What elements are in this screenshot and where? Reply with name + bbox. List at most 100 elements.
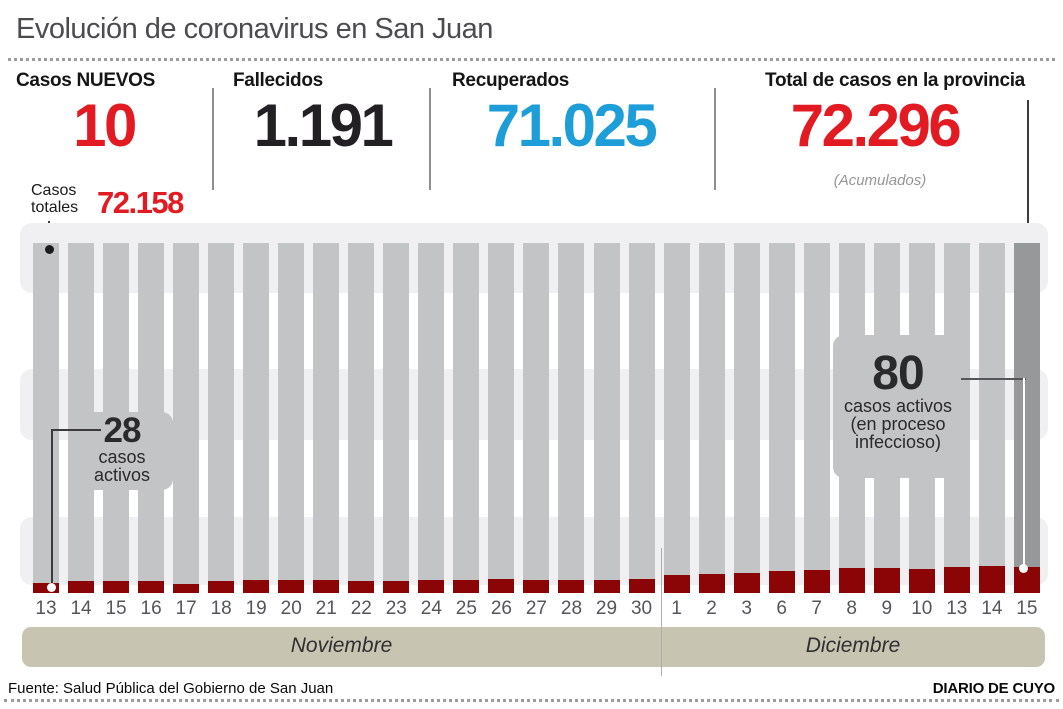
day-label: 13	[35, 598, 57, 619]
active-cases-bar	[313, 580, 340, 593]
publisher-credit: DIARIO DE CUYO	[932, 680, 1055, 697]
active-cases-bar	[838, 568, 865, 593]
total-bar	[33, 243, 59, 593]
page-title: Evolución de coronavirus en San Juan	[16, 13, 493, 45]
day-label: 18	[210, 598, 232, 619]
active-cases-bar	[558, 580, 585, 593]
day-label: 15	[105, 598, 127, 619]
day-label: 15	[1016, 598, 1038, 619]
total-bar	[698, 243, 725, 593]
annotation-80-dot	[1019, 564, 1028, 573]
active-cases-bar	[733, 573, 760, 593]
stat-value-fallecidos: 1.191	[253, 92, 394, 159]
day-label: 27	[525, 598, 547, 619]
casos-totales-value: 72.158	[97, 185, 184, 220]
stat-label-fallecidos: Fallecidos	[233, 70, 323, 91]
day-label: 20	[280, 598, 302, 619]
annotation-80-line3: infeccioso)	[854, 432, 942, 452]
total-bar	[348, 243, 375, 593]
annotation-80-value: 80	[872, 347, 924, 400]
footer-dotted-divider	[4, 699, 1059, 702]
active-cases-bar	[453, 580, 480, 593]
total-bar	[173, 243, 200, 593]
day-label: 29	[595, 598, 618, 619]
month-band	[22, 627, 1045, 667]
day-label: 28	[560, 598, 583, 619]
active-cases-bar	[523, 580, 550, 593]
casos-totales-line2: totales	[31, 198, 79, 216]
day-label: 17	[175, 598, 197, 619]
total-bar	[278, 243, 305, 593]
active-cases-bar	[488, 579, 515, 593]
total-bar	[418, 243, 445, 593]
active-cases-bar	[278, 580, 305, 593]
active-cases-bar	[348, 581, 375, 593]
day-label: 21	[315, 598, 337, 619]
active-cases-bar	[68, 581, 95, 593]
annotation-28-line1: casos	[98, 447, 146, 467]
active-cases-bar	[628, 579, 655, 593]
stat-label-total: Total de casos en la provincia	[765, 70, 1025, 91]
active-cases-bar	[418, 580, 445, 593]
stat-label-nuevos: Casos NUEVOS	[16, 70, 155, 91]
active-cases-bar	[243, 580, 270, 593]
header-dotted-divider	[8, 58, 1055, 61]
source-credit: Fuente: Salud Pública del Gobierno de Sa…	[8, 680, 334, 697]
active-cases-bar	[663, 575, 690, 593]
day-label: 7	[811, 598, 822, 619]
total-bar	[488, 243, 515, 593]
annotation-28-line2: activos	[93, 465, 151, 485]
day-label: 9	[881, 598, 893, 619]
active-cases-bar	[978, 566, 1005, 593]
day-label: 23	[385, 598, 407, 619]
total-bar	[733, 243, 760, 593]
day-label: 8	[846, 598, 857, 619]
day-label: 24	[420, 598, 442, 619]
stat-note-acumulados: (Acumulados)	[833, 172, 927, 189]
active-cases-bar	[173, 584, 200, 593]
active-cases-bar	[943, 567, 970, 593]
total-bar	[243, 243, 270, 593]
month-label-noviembre: Noviembre	[290, 634, 393, 657]
annotation-28-vline	[51, 429, 53, 585]
day-label: 2	[706, 598, 717, 619]
active-cases-bar	[103, 581, 130, 593]
casos-totales-line1: Casos	[31, 182, 77, 199]
day-label: 14	[981, 598, 1003, 619]
active-cases-bar	[208, 581, 235, 593]
month-divider-line	[661, 548, 662, 676]
day-label: 16	[140, 598, 162, 619]
total-bar	[628, 243, 655, 593]
active-cases-bar	[383, 581, 410, 593]
day-label: 19	[245, 598, 267, 619]
annotation-28-hline	[51, 429, 101, 431]
total-bar	[558, 243, 585, 593]
stat-value-recuperados: 71.025	[486, 92, 658, 159]
annotation-80-line2: (en proceso	[850, 414, 946, 434]
day-label: 25	[455, 598, 477, 619]
annotation-28-value: 28	[103, 411, 142, 450]
total-bar	[768, 243, 795, 593]
total-bar	[663, 243, 690, 593]
active-cases-bar	[908, 569, 935, 593]
total-bar	[453, 243, 480, 593]
active-cases-bar	[138, 581, 165, 593]
total-bar	[208, 243, 235, 593]
active-cases-bar	[33, 583, 59, 593]
day-axis-labels: 13 14 15 16 17 18 19 20 21 22 23 24 25 26 27 28 29 30 1 2 3 6…	[33, 598, 1040, 620]
day-label: 13	[946, 598, 968, 619]
total-bar	[978, 243, 1005, 593]
day-label: 30	[630, 598, 653, 619]
month-label-diciembre: Diciembre	[805, 634, 901, 657]
active-cases-bar	[768, 571, 795, 593]
stat-label-recuperados: Recuperados	[452, 70, 570, 91]
active-cases-bar	[803, 570, 830, 593]
total-bar-highlighted	[1013, 243, 1040, 593]
active-cases-bar	[873, 568, 900, 593]
stat-value-nuevos: 10	[73, 92, 137, 159]
day-label: 22	[350, 598, 372, 619]
stat-divider-3	[714, 88, 716, 190]
day-label: 26	[490, 598, 512, 619]
annotation-80-vline	[1023, 378, 1025, 568]
